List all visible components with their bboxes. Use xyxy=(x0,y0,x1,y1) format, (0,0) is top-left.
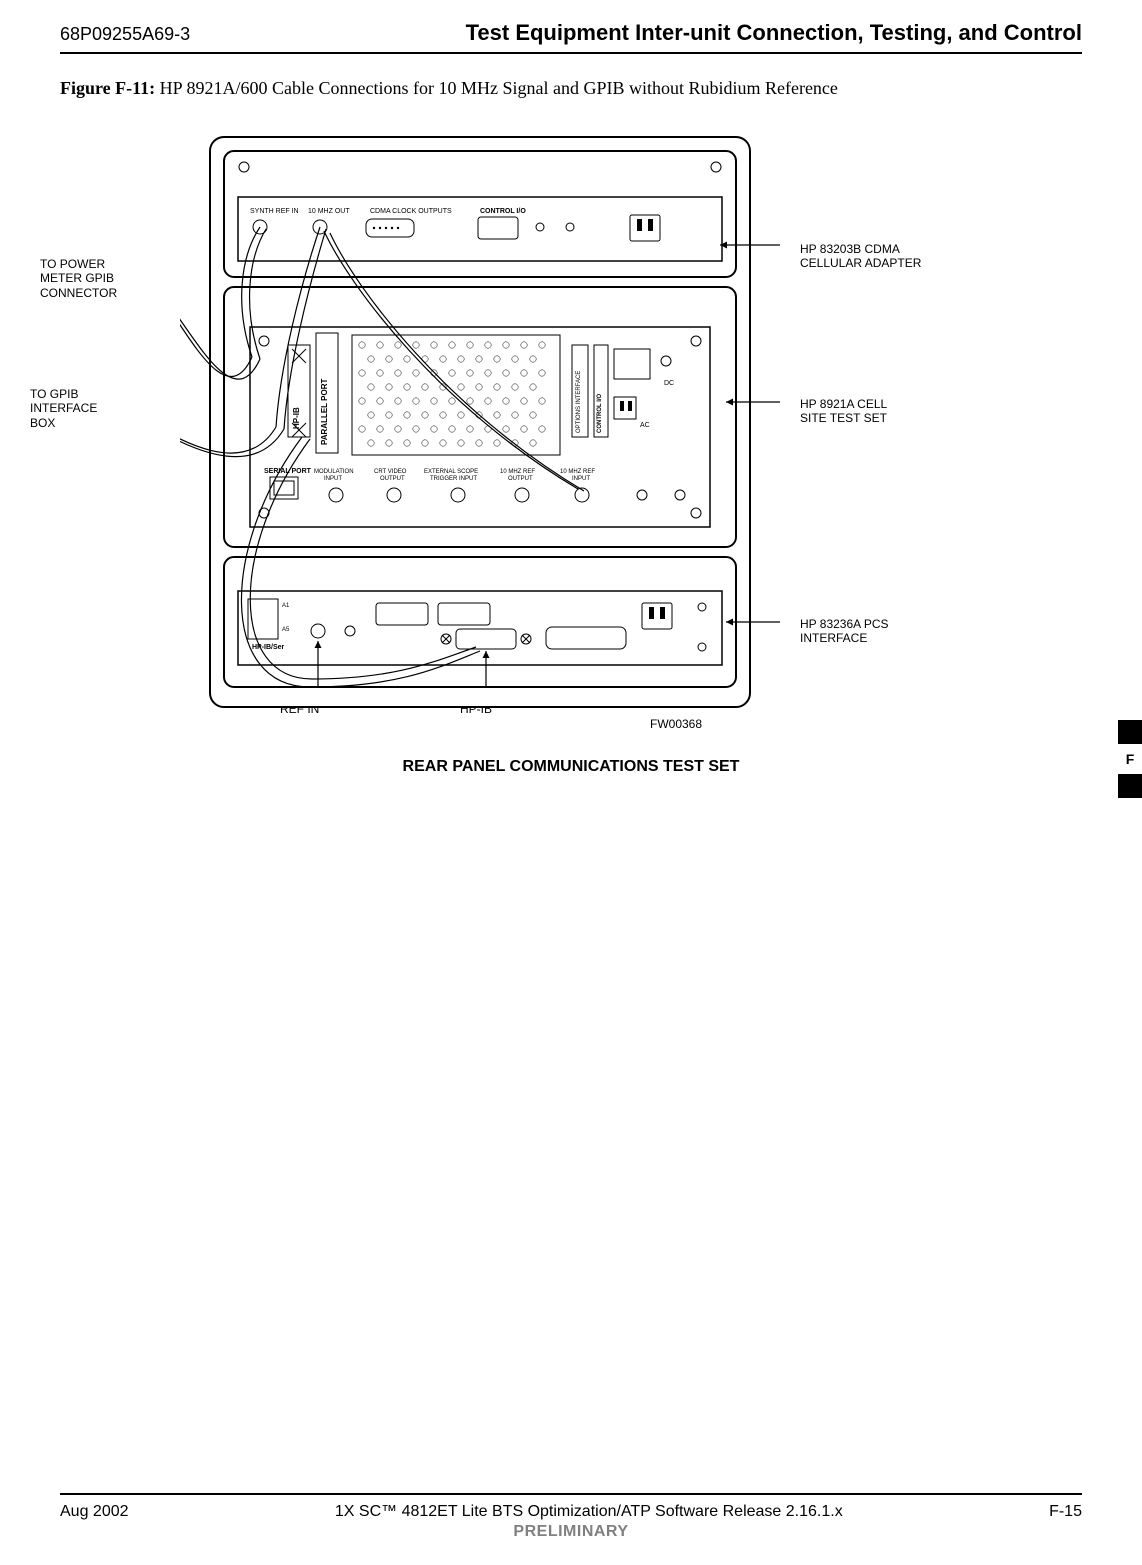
svg-text:OPTIONS INTERFACE: OPTIONS INTERFACE xyxy=(576,371,582,433)
svg-text:OUTPUT: OUTPUT xyxy=(508,476,533,482)
section-title: Test Equipment Inter-unit Connection, Te… xyxy=(466,20,1082,46)
lbl-ctrlio: CONTROL I/O xyxy=(480,208,526,215)
figure-label: Figure F-11: xyxy=(60,78,155,98)
footer-preliminary: PRELIMINARY xyxy=(60,1523,1082,1541)
svg-text:MODULATION: MODULATION xyxy=(314,469,354,475)
svg-text:INPUT: INPUT xyxy=(324,476,342,482)
page-header: 68P09255A69-3 Test Equipment Inter-unit … xyxy=(60,20,1082,54)
svg-text:CONTROL I/O: CONTROL I/O xyxy=(597,393,603,433)
svg-text:CRT VIDEO: CRT VIDEO xyxy=(374,469,407,475)
callout-to-power-meter: TO POWER METER GPIB CONNECTOR xyxy=(40,257,117,300)
section-tab: F xyxy=(1118,720,1142,798)
svg-text:HP-IB/Ser: HP-IB/Ser xyxy=(252,644,285,651)
figure-caption: Figure F-11: HP 8921A/600 Cable Connecti… xyxy=(60,78,1082,99)
svg-text:EXTERNAL SCOPE: EXTERNAL SCOPE xyxy=(424,469,478,475)
lbl-cdmaclk: CDMA CLOCK OUTPUTS xyxy=(370,208,452,215)
lbl-synth: SYNTH REF IN xyxy=(250,208,299,215)
equipment-diagram: SYNTH REF IN 10 MHZ OUT CDMA CLOCK OUTPU… xyxy=(180,127,780,727)
svg-text:A5: A5 xyxy=(282,627,290,633)
svg-text:10 MHZ REF: 10 MHZ REF xyxy=(500,469,535,475)
svg-text:DC: DC xyxy=(664,380,674,387)
figure-caption-text: HP 8921A/600 Cable Connections for 10 MH… xyxy=(155,78,838,98)
svg-text:OUTPUT: OUTPUT xyxy=(380,476,405,482)
section-tab-letter: F xyxy=(1118,744,1142,773)
svg-text:PARALLEL PORT: PARALLEL PORT xyxy=(320,379,329,445)
svg-text:TRIGGER INPUT: TRIGGER INPUT xyxy=(430,476,477,482)
svg-text:10 MHZ REF: 10 MHZ REF xyxy=(560,469,595,475)
svg-text:INPUT: INPUT xyxy=(572,476,590,482)
lbl-10mhz: 10 MHZ OUT xyxy=(308,208,350,215)
doc-id: 68P09255A69-3 xyxy=(60,24,190,45)
callout-hp8921a: HP 8921A CELL SITE TEST SET xyxy=(800,397,887,426)
svg-text:AC: AC xyxy=(640,422,650,429)
footer-date: Aug 2002 xyxy=(60,1503,129,1521)
callout-to-gpib-box: TO GPIB INTERFACE BOX xyxy=(30,387,97,430)
callout-hp83203b: HP 83203B CDMA CELLULAR ADAPTER xyxy=(800,242,921,271)
diagram-area: TO POWER METER GPIB CONNECTOR TO GPIB IN… xyxy=(60,127,1082,827)
footer-page: F-15 xyxy=(1049,1503,1082,1521)
svg-text:HP-IB: HP-IB xyxy=(292,407,301,429)
panel-caption: REAR PANEL COMMUNICATIONS TEST SET xyxy=(60,757,1082,778)
svg-text:A1: A1 xyxy=(282,603,290,609)
callout-hp83236a: HP 83236A PCS INTERFACE xyxy=(800,617,889,646)
page-footer: Aug 2002 1X SC™ 4812ET Lite BTS Optimiza… xyxy=(60,1493,1082,1541)
footer-title: 1X SC™ 4812ET Lite BTS Optimization/ATP … xyxy=(335,1503,843,1521)
